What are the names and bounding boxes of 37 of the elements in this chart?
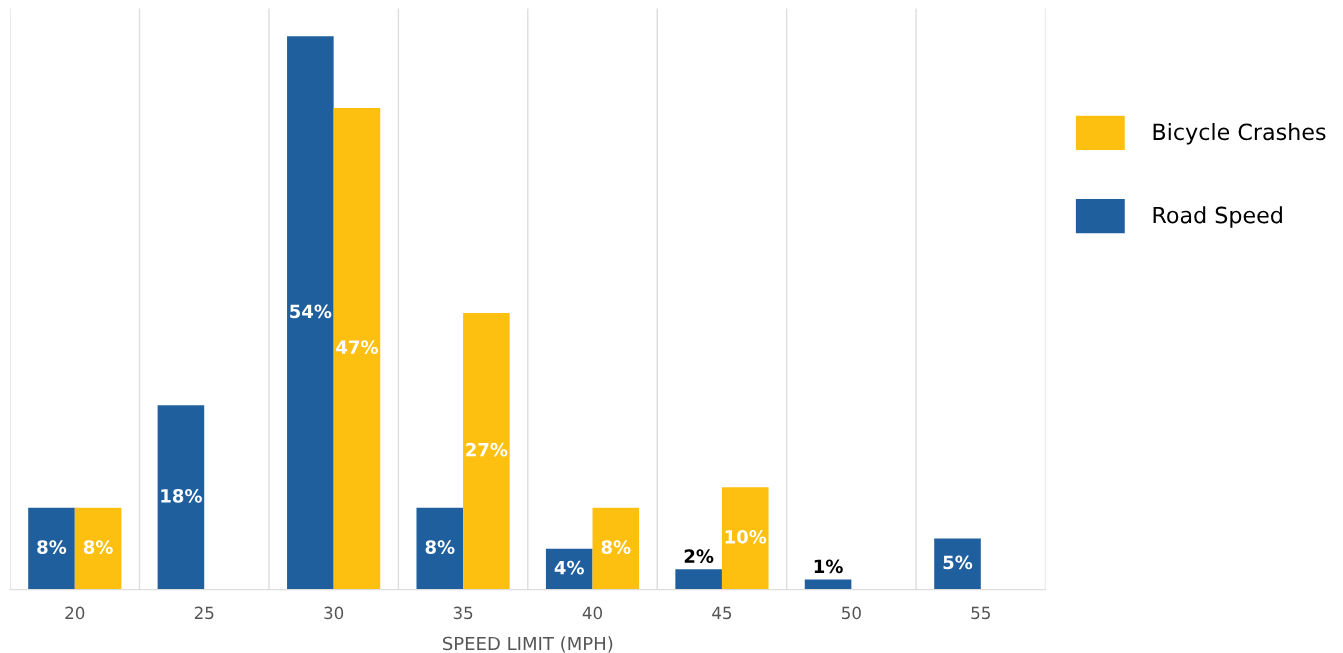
x-tick-label: 20 [65, 606, 85, 620]
bar [333, 107, 381, 590]
data-label: 8% [37, 540, 67, 554]
data-label: 1% [814, 559, 843, 574]
bar [592, 507, 640, 590]
x-tick-label: 50 [842, 606, 861, 620]
data-label: 4% [554, 560, 584, 575]
bar [804, 579, 852, 590]
data-label: 47% [336, 340, 378, 355]
bar [463, 312, 510, 590]
x-tick-label: 40 [582, 606, 603, 620]
bar [28, 507, 75, 590]
bar [287, 36, 334, 590]
bar [157, 405, 205, 590]
data-label: 8% [83, 540, 113, 554]
x-axis-title: SPEED LIMIT (MPH) [442, 636, 613, 653]
data-label: 2% [684, 549, 714, 563]
x-tick-label: 45 [712, 606, 732, 620]
bar [721, 487, 769, 590]
x-tick-label: 55 [971, 606, 990, 620]
data-label: 10% [725, 529, 767, 544]
bar [74, 507, 122, 590]
bar [934, 538, 981, 590]
x-tick-label: 35 [453, 606, 473, 620]
data-label: 54% [290, 304, 332, 319]
bar [545, 548, 593, 590]
x-tick-label: 25 [194, 606, 214, 620]
data-label: 5% [943, 555, 973, 570]
x-tick-label: 30 [324, 606, 344, 620]
data-label: 8% [601, 540, 631, 554]
bar [675, 569, 722, 590]
data-label: 18% [161, 488, 202, 503]
bar [416, 507, 464, 590]
data-label: 27% [466, 442, 508, 457]
data-label: 8% [425, 540, 455, 554]
legend-label: Road Speed [1153, 206, 1282, 228]
legend-label: Bicycle Crashes [1153, 123, 1326, 145]
